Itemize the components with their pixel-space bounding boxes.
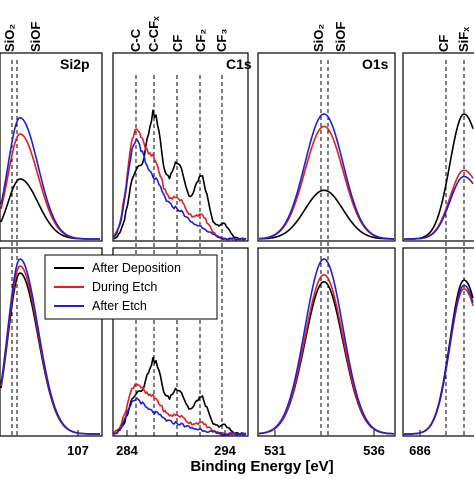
series-o1s-bottom-during-etch: [258, 273, 394, 435]
x-tick-label-284: 284: [116, 443, 138, 458]
peak-label-si2p-siof: SiOF: [28, 22, 43, 52]
series-f1s-bottom-during-etch: [404, 287, 474, 435]
legend-label-during-etch: During Etch: [92, 280, 157, 294]
series-c1s-top-after-deposition: [113, 109, 247, 240]
peak-label-f1s-sifx: SiFₓ: [456, 27, 471, 52]
series-c1s-top-during-etch: [113, 128, 247, 241]
frame-c1s-bottom: [112, 247, 249, 437]
series-o1s-bottom-after-etch: [258, 258, 395, 435]
frame-f1s-bottom: [402, 247, 474, 437]
spectra-curves: [0, 109, 474, 437]
series-f1s-top-after-etch: [404, 175, 474, 240]
peak-labels: SiO₂ SiOF C-C C-CFₓ CF CF₂ CF₃ SiO₂ SiOF…: [2, 16, 471, 52]
series-c1s-bottom-during-etch: [113, 383, 247, 437]
legend-label-after-deposition: After Deposition: [92, 261, 181, 275]
panel-label-c1s: C1s: [226, 56, 252, 72]
series-si2p-top-after-etch: [0, 117, 100, 240]
peak-label-c1s-ccfx: C-CFₓ: [146, 16, 161, 52]
frame-o1s-bottom: [257, 247, 396, 437]
x-axis-ticks: [77, 430, 421, 436]
x-axis-title: Binding Energy [eV]: [190, 458, 333, 474]
series-o1s-top-after-deposition: [258, 189, 394, 240]
frame-si2p-top: [0, 52, 103, 242]
legend-label-after-etch: After Etch: [92, 299, 147, 313]
x-tick-label-531: 531: [264, 443, 286, 458]
x-tick-label-294: 294: [214, 443, 236, 458]
panel-names: Si2p C1s O1s: [60, 56, 389, 72]
x-tick-label-107: 107: [67, 443, 89, 458]
panel-label-o1s: O1s: [362, 56, 389, 72]
x-tick-label-536: 536: [363, 443, 385, 458]
series-si2p-top-during-etch: [0, 133, 100, 240]
peak-label-o1s-sio2: SiO₂: [311, 24, 326, 52]
x-tick-label-686: 686: [409, 443, 431, 458]
panel-frames: [0, 52, 474, 437]
series-o1s-top-after-etch: [258, 113, 395, 240]
series-o1s-top-during-etch: [258, 125, 395, 240]
peak-label-c1s-cf2: CF₂: [193, 29, 208, 52]
frame-o1s-top: [257, 52, 396, 242]
series-si2p-bottom-after-etch: [0, 258, 100, 435]
series-c1s-top-after-etch: [113, 138, 247, 241]
peak-label-c1s-cf3: CF₃: [214, 29, 229, 52]
x-tick-labels: 107 284 294 531 536 686: [67, 443, 431, 458]
series-f1s-bottom-after-etch: [404, 284, 474, 435]
legend: After Deposition During Etch After Etch: [44, 254, 218, 320]
frame-si2p-bottom: [0, 247, 103, 437]
peak-label-o1s-siof: SiOF: [333, 22, 348, 52]
series-f1s-bottom-after-deposition: [404, 279, 474, 435]
series-c1s-bottom-after-deposition: [113, 356, 247, 436]
series-c1s-bottom-after-etch: [113, 397, 247, 436]
peak-label-c1s-cc: C-C: [128, 28, 143, 52]
peak-label-c1s-cf: CF: [170, 35, 185, 52]
panel-label-si2p: Si2p: [60, 56, 90, 72]
frame-f1s-top: [402, 52, 474, 242]
series-f1s-top-during-etch: [404, 169, 474, 240]
peak-label-si2p-sio2: SiO₂: [2, 24, 17, 52]
peak-label-f1s-cf: CF: [436, 35, 451, 52]
series-o1s-bottom-after-deposition: [258, 280, 394, 435]
frame-c1s-top: [112, 52, 249, 242]
